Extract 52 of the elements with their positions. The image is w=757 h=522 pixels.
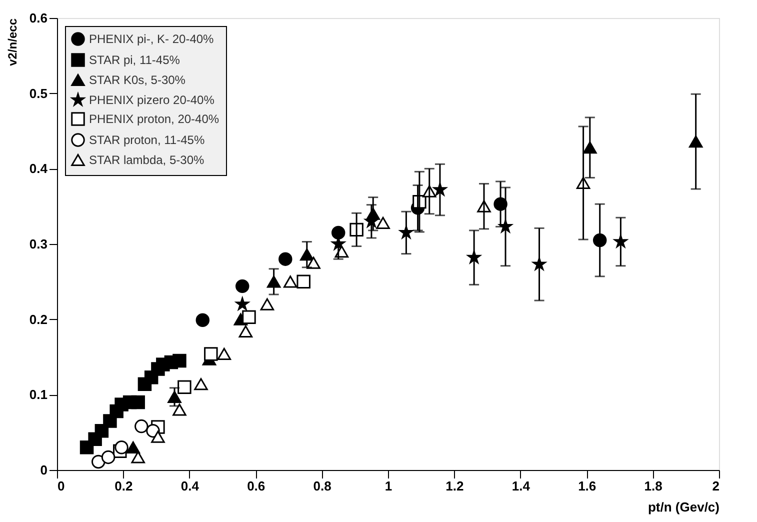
- x-tick-label: 1.8: [644, 478, 662, 494]
- x-tick-label: 0.6: [247, 478, 266, 494]
- x-tick-label: 0.8: [313, 478, 332, 494]
- y-axis-title: v2/n/ecc: [5, 18, 20, 66]
- x-tick-label: 1.6: [578, 478, 596, 494]
- point: [101, 450, 116, 464]
- point: [236, 297, 249, 310]
- point: [151, 430, 165, 443]
- x-tick-label: 0.4: [180, 478, 200, 494]
- point: [278, 252, 292, 266]
- y-tick-label: 0: [40, 462, 48, 478]
- point: [196, 313, 210, 327]
- legend-label: STAR lambda, 5-30%: [89, 153, 204, 167]
- x-tick-label: 2: [712, 478, 720, 494]
- y-tick-label: 0.3: [29, 236, 48, 252]
- point: [242, 310, 256, 324]
- x-tick-label: 0: [58, 478, 65, 494]
- point: [283, 276, 298, 288]
- y-tick-label: 0.1: [29, 387, 48, 402]
- point: [238, 325, 253, 338]
- legend-label: STAR K0s, 5-30%: [89, 73, 186, 87]
- legend-label: PHENIX pi-, K- 20-40%: [89, 32, 214, 46]
- legend-label: STAR proton, 11-45%: [89, 133, 205, 147]
- point: [235, 279, 250, 294]
- y-tick-label: 0.2: [29, 312, 48, 327]
- x-axis-title: pt/n (Gev/c): [648, 500, 720, 514]
- y-tick-label: 0.4: [29, 161, 48, 176]
- y-tick-label: 0.5: [29, 86, 48, 101]
- point: [172, 354, 186, 368]
- point: [194, 378, 208, 390]
- legend-label: STAR pi, 11-45%: [89, 53, 180, 67]
- point: [376, 216, 390, 229]
- x-tick-label: 1.4: [512, 478, 531, 494]
- legend-label: PHENIX pizero 20-40%: [89, 93, 215, 107]
- legend-label: PHENIX proton, 20-40%: [89, 112, 220, 126]
- point: [204, 347, 218, 361]
- x-tick-label: 1.2: [446, 478, 464, 494]
- x-tick-label: 1: [384, 478, 392, 494]
- point: [114, 440, 128, 454]
- point: [306, 256, 320, 269]
- point: [172, 404, 186, 416]
- x-tick-label: 0.2: [114, 478, 133, 494]
- y-tick-label: 0.6: [29, 10, 48, 26]
- point: [134, 419, 148, 434]
- point: [178, 380, 192, 394]
- point: [92, 454, 106, 469]
- point: [260, 298, 274, 310]
- point: [126, 441, 140, 454]
- point: [217, 348, 232, 360]
- point: [131, 395, 145, 410]
- point: [296, 274, 310, 289]
- point: [532, 257, 546, 270]
